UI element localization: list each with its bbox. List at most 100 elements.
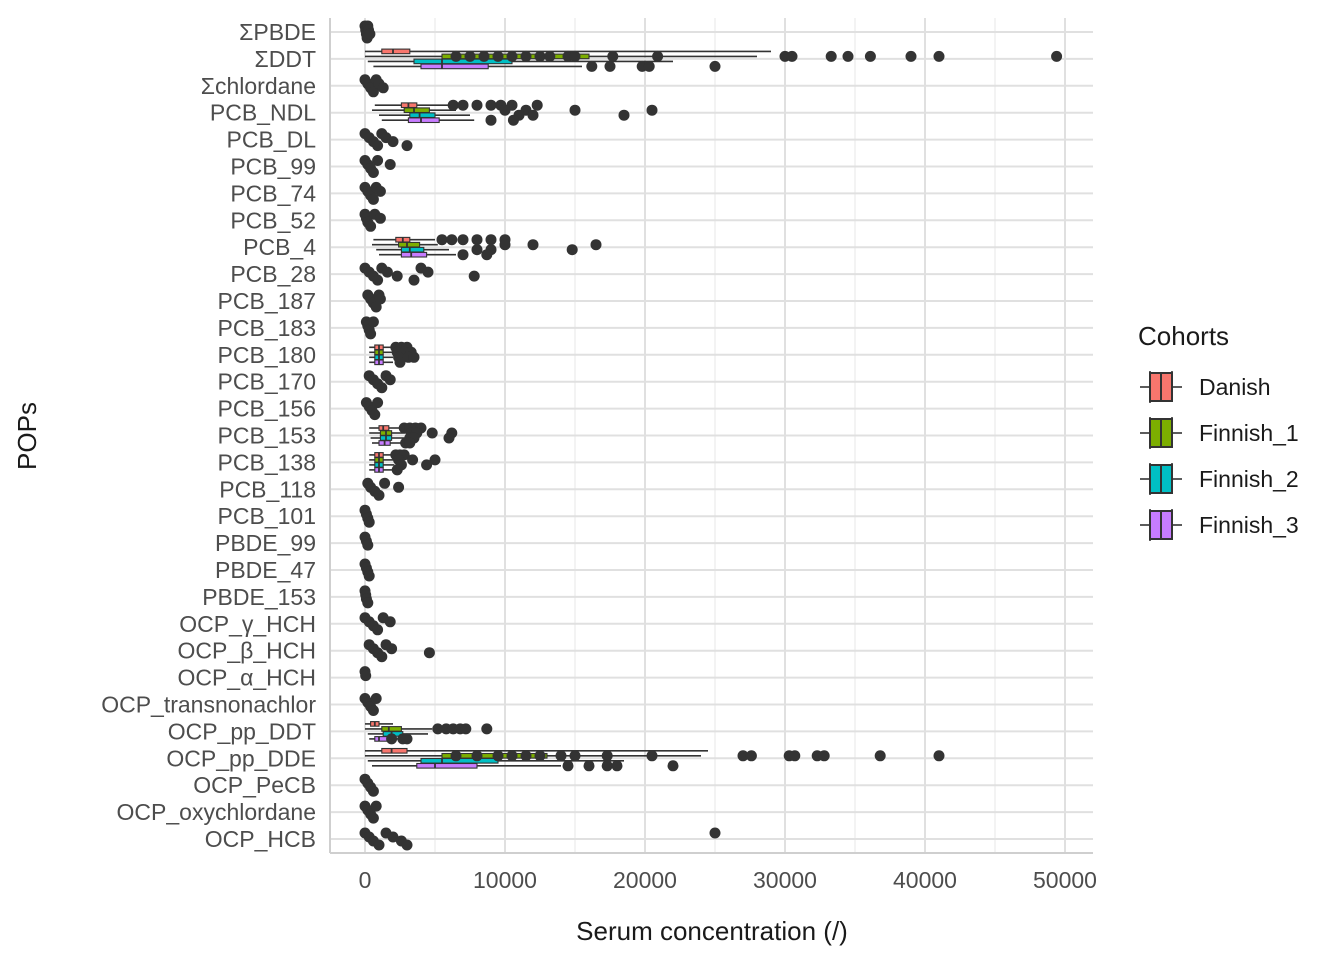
data-point	[401, 839, 413, 851]
y-tick-label: PCB_52	[230, 207, 316, 233]
outlier-point	[786, 50, 798, 62]
y-tick-label: PCB_138	[218, 449, 316, 475]
data-point	[363, 570, 375, 582]
data-point	[391, 270, 403, 282]
data-point	[367, 86, 379, 98]
data-point	[370, 693, 382, 704]
y-tick-label: OCP_oxychlordane	[117, 799, 316, 825]
box	[409, 112, 436, 119]
box	[374, 736, 388, 742]
legend-item: Danish	[1140, 371, 1271, 403]
outlier-point	[842, 50, 854, 62]
y-tick-label: OCP_transnonachlor	[101, 692, 316, 718]
y-tick-label: OCP_γ_HCH	[179, 611, 316, 637]
data-point	[376, 382, 388, 394]
outlier-point	[933, 750, 945, 762]
legend-item: Finnish_3	[1140, 509, 1299, 541]
data-point	[387, 136, 399, 148]
x-tick-label: 50000	[1033, 867, 1097, 893]
y-tick-label: PCB_101	[218, 503, 316, 529]
x-tick-label: 10000	[473, 867, 537, 893]
outlier-point	[471, 99, 483, 111]
y-tick-label: ΣDDT	[255, 46, 317, 72]
data-point	[364, 28, 376, 40]
outlier-point	[527, 109, 539, 121]
data-point	[379, 477, 391, 489]
box	[420, 63, 489, 70]
outlier-point	[646, 104, 658, 116]
data-point	[372, 155, 384, 166]
outlier-point	[825, 50, 837, 62]
data-point	[386, 643, 398, 655]
legend: Cohorts Danish Finnish_1 Finnish_2 Finnish_…	[1138, 321, 1299, 541]
data-point	[374, 293, 386, 305]
outlier-point	[408, 351, 420, 363]
y-tick-label: PCB_DL	[227, 127, 317, 153]
y-tick-label: ΣPBDE	[239, 19, 316, 45]
y-tick-label: OCP_pp_DDE	[166, 745, 316, 771]
outlier-point	[583, 760, 595, 772]
legend-label: Finnish_2	[1199, 466, 1299, 492]
outlier-point	[864, 50, 876, 62]
outlier-point	[745, 750, 757, 762]
outlier-point	[611, 760, 623, 772]
data-point	[387, 831, 399, 843]
y-tick-labels: ΣPBDEΣDDTΣchlordanePCB_NDLPCB_DLPCB_99PC…	[101, 19, 316, 852]
outlier-point	[481, 249, 493, 261]
y-tick-label: PCB_118	[219, 476, 316, 502]
outlier-point	[527, 239, 539, 251]
outlier-point	[485, 99, 497, 111]
data-point	[384, 159, 396, 170]
data-point	[367, 785, 379, 797]
box	[381, 726, 402, 732]
outlier-point	[601, 750, 613, 762]
chart-marks	[359, 20, 1063, 851]
y-tick-label: OCP_α_HCH	[177, 665, 316, 691]
outlier-point	[569, 104, 581, 116]
y-tick-label: PCB_180	[218, 342, 316, 368]
outlier-point	[506, 750, 518, 762]
outlier-point	[531, 99, 543, 111]
outlier-point	[590, 239, 602, 251]
y-tick-label: PCB_NDL	[210, 100, 316, 126]
outlier-point	[492, 750, 504, 762]
data-point	[369, 409, 381, 421]
outlier-point	[586, 60, 598, 72]
outlier-point	[499, 239, 511, 251]
data-point	[401, 140, 413, 152]
y-tick-label: OCP_PeCB	[193, 772, 316, 798]
outlier-point	[471, 750, 483, 762]
data-point	[370, 800, 382, 812]
data-point	[367, 167, 379, 178]
legend-label: Finnish_1	[1199, 420, 1299, 446]
outlier-point	[394, 356, 406, 368]
outlier-point	[520, 50, 532, 62]
data-point	[376, 651, 388, 663]
outlier-point	[457, 249, 469, 261]
outlier-point	[443, 432, 455, 444]
data-point	[374, 185, 386, 197]
y-tick-label: PCB_153	[218, 423, 316, 449]
axes	[329, 18, 1093, 854]
outlier-point	[478, 50, 490, 62]
y-tick-label: OCP_HCB	[205, 826, 316, 852]
outlier-point	[447, 99, 459, 111]
y-tick-label: PCB_183	[218, 315, 316, 341]
y-tick-label: PCB_187	[218, 288, 316, 314]
outlier-point	[618, 109, 630, 121]
box	[400, 246, 425, 253]
outlier-point	[485, 114, 497, 126]
outlier-point	[481, 723, 493, 735]
outlier-point	[506, 50, 518, 62]
outlier-point	[471, 234, 483, 246]
box	[381, 747, 408, 754]
outlier-point	[457, 234, 469, 246]
data-point	[367, 193, 379, 205]
outlier-point	[471, 244, 483, 256]
outlier-point	[544, 50, 556, 62]
data-point	[367, 705, 379, 716]
data-point	[367, 812, 379, 824]
data-point	[372, 624, 384, 636]
outlier-point	[652, 50, 664, 62]
